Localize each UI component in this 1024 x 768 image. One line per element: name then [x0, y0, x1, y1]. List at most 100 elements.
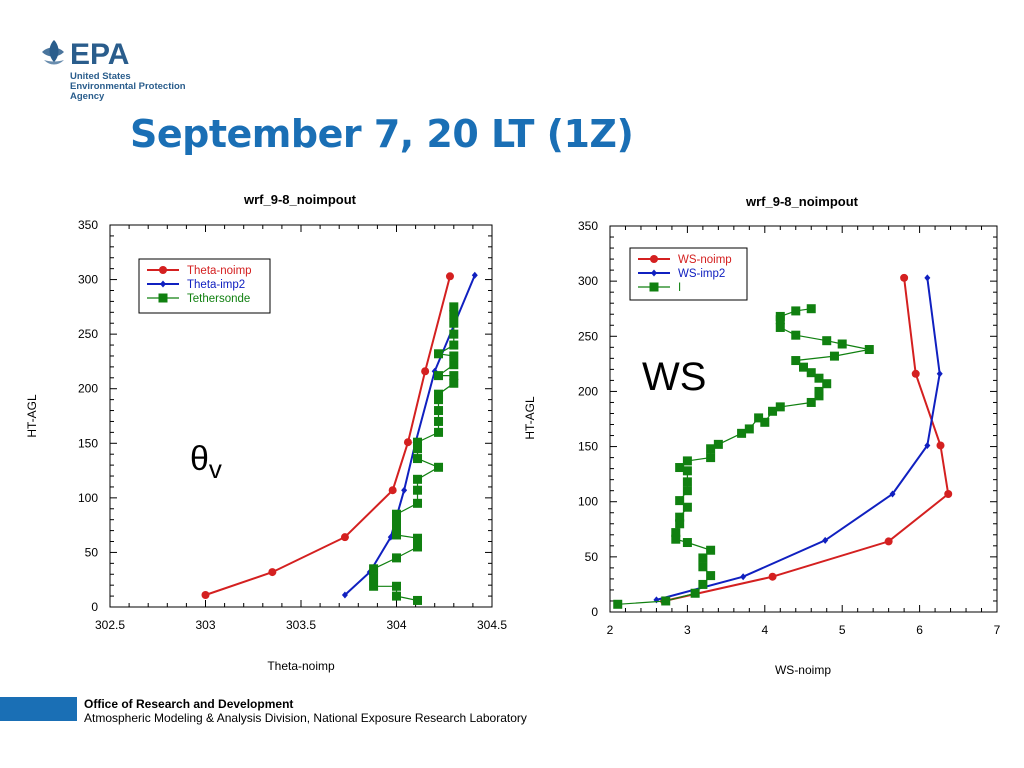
data-point: [775, 322, 785, 332]
data-point: [884, 537, 893, 546]
data-point: [706, 545, 716, 555]
data-point: [413, 498, 423, 508]
data-point: [392, 515, 401, 525]
legend-swatch-marker: [159, 266, 167, 274]
data-point: [268, 568, 277, 577]
data-point: [837, 339, 847, 349]
y-axis-label: HT-AGL: [25, 394, 39, 438]
data-point: [434, 371, 444, 381]
data-point: [814, 373, 824, 383]
data-point: [829, 351, 839, 361]
data-point: [806, 368, 816, 378]
legend-entry: I: [638, 282, 681, 294]
data-point: [822, 536, 829, 544]
data-point: [369, 564, 379, 574]
data-point: [799, 362, 808, 372]
epa-line-2: Environmental Protection: [70, 81, 186, 92]
data-point: [675, 512, 685, 522]
data-point: [924, 274, 931, 282]
data-point: [671, 534, 681, 544]
data-point: [936, 370, 943, 378]
legend-label: I: [678, 282, 681, 294]
data-point: [791, 356, 801, 366]
data-point: [675, 463, 685, 473]
legend-entry: Theta-imp2: [147, 279, 245, 291]
data-point: [806, 397, 816, 407]
data-point: [449, 302, 459, 312]
x-tick-label: 3: [684, 623, 691, 637]
data-point: [413, 454, 423, 464]
data-point: [682, 502, 692, 512]
data-point: [421, 367, 430, 376]
data-point: [900, 273, 909, 282]
data-point: [671, 528, 681, 538]
data-point: [754, 413, 764, 423]
legend-label: Tethersonde: [187, 293, 250, 305]
data-point: [340, 533, 349, 542]
series-i: [613, 304, 874, 609]
data-point: [401, 486, 408, 494]
x-tick-labels: 2 3 4 5 6 7: [607, 623, 1001, 637]
data-point: [434, 349, 444, 359]
data-point: [445, 272, 454, 281]
series-tethersonde: [369, 302, 459, 605]
y-tick-label: 300: [578, 274, 598, 288]
y-tick-label: 200: [578, 384, 598, 398]
ws-annotation: WS: [642, 355, 706, 399]
y-tick-label: 350: [578, 219, 598, 233]
data-point: [822, 336, 832, 346]
series-ws-imp2: [653, 274, 943, 604]
data-point: [413, 542, 423, 552]
data-point: [434, 462, 444, 472]
y-tick-label: 250: [578, 329, 598, 343]
data-point: [434, 395, 444, 405]
footer-org: Office of Research and Development: [84, 697, 294, 711]
data-point: [744, 424, 754, 434]
data-point: [449, 340, 459, 350]
x-tick-label: 4: [761, 623, 768, 637]
y-tick-label: 50: [85, 545, 99, 559]
x-tick-label: 6: [916, 623, 923, 637]
data-point: [775, 315, 785, 325]
data-point: [434, 427, 444, 437]
data-point: [706, 571, 716, 581]
data-point: [806, 304, 816, 314]
legend-box: [629, 247, 748, 301]
data-point: [814, 386, 824, 396]
legend-swatch-marker: [650, 255, 658, 263]
series-layer: [613, 273, 953, 609]
y-tick-label: 0: [591, 605, 598, 619]
y-tick-label: 100: [578, 495, 598, 509]
data-point: [392, 509, 401, 519]
data-point: [760, 417, 770, 427]
data-point: [698, 553, 708, 563]
footer-division: Atmospheric Modeling & Analysis Division…: [84, 711, 527, 725]
legend-entry: WS-noimp: [638, 254, 732, 266]
x-tick-label: 304.5: [477, 618, 507, 632]
data-point: [471, 271, 478, 279]
data-point: [413, 437, 423, 447]
data-point: [392, 553, 401, 563]
data-point: [388, 486, 397, 495]
data-point: [924, 441, 931, 449]
data-point: [392, 530, 401, 540]
y-tick-label: 200: [78, 382, 98, 396]
data-point: [740, 573, 747, 581]
data-point: [936, 441, 945, 450]
x-tick-label: 7: [994, 623, 1001, 637]
data-point: [434, 406, 444, 416]
data-point: [449, 378, 459, 388]
data-point: [392, 591, 401, 601]
legend-swatch-marker: [158, 293, 168, 303]
y-tick-label: 350: [78, 218, 98, 232]
theta-v-annotation: θv: [190, 440, 222, 484]
series-line: [617, 308, 870, 605]
data-point: [413, 474, 423, 484]
data-point: [775, 311, 785, 321]
x-axis-label: WS-noimp: [775, 663, 831, 677]
chart-title: wrf_9-8_noimpout: [745, 194, 859, 209]
data-point: [413, 595, 423, 605]
data-point: [434, 389, 444, 399]
x-axis-label: Theta-noimp: [267, 659, 335, 673]
data-point: [889, 490, 896, 498]
